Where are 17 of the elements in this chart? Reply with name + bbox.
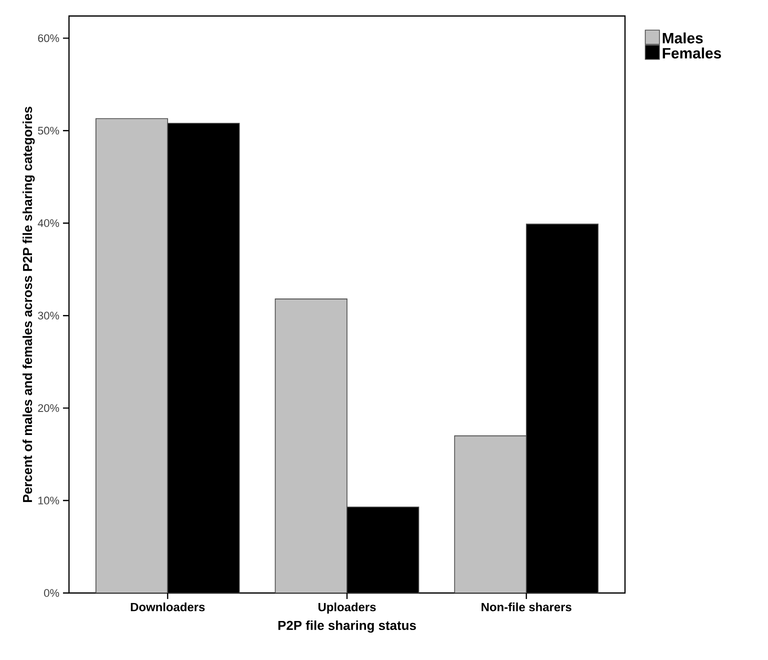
x-tick-label: Downloaders (130, 602, 205, 612)
y-tick-label: 30% (38, 312, 60, 320)
y-tick-label: 0% (44, 589, 60, 597)
y-tick-label: 10% (38, 496, 60, 504)
y-tick-label: 60% (38, 34, 60, 42)
x-axis-title: P2P file sharing status (278, 620, 416, 633)
bar (454, 435, 527, 593)
x-tick-label: Uploaders (318, 602, 376, 614)
bar (274, 298, 348, 593)
y-tick-label: 20% (38, 404, 60, 412)
y-axis-title: Percent of males and females across P2P file sharing categories (22, 106, 35, 502)
bar (96, 118, 168, 593)
y-tick-label: 40% (38, 219, 60, 228)
legend-label: Females (662, 48, 722, 58)
y-tick-label: 50% (38, 126, 60, 135)
legend-label: Males (662, 32, 703, 44)
x-tick-label: Non-file sharers (482, 602, 572, 612)
